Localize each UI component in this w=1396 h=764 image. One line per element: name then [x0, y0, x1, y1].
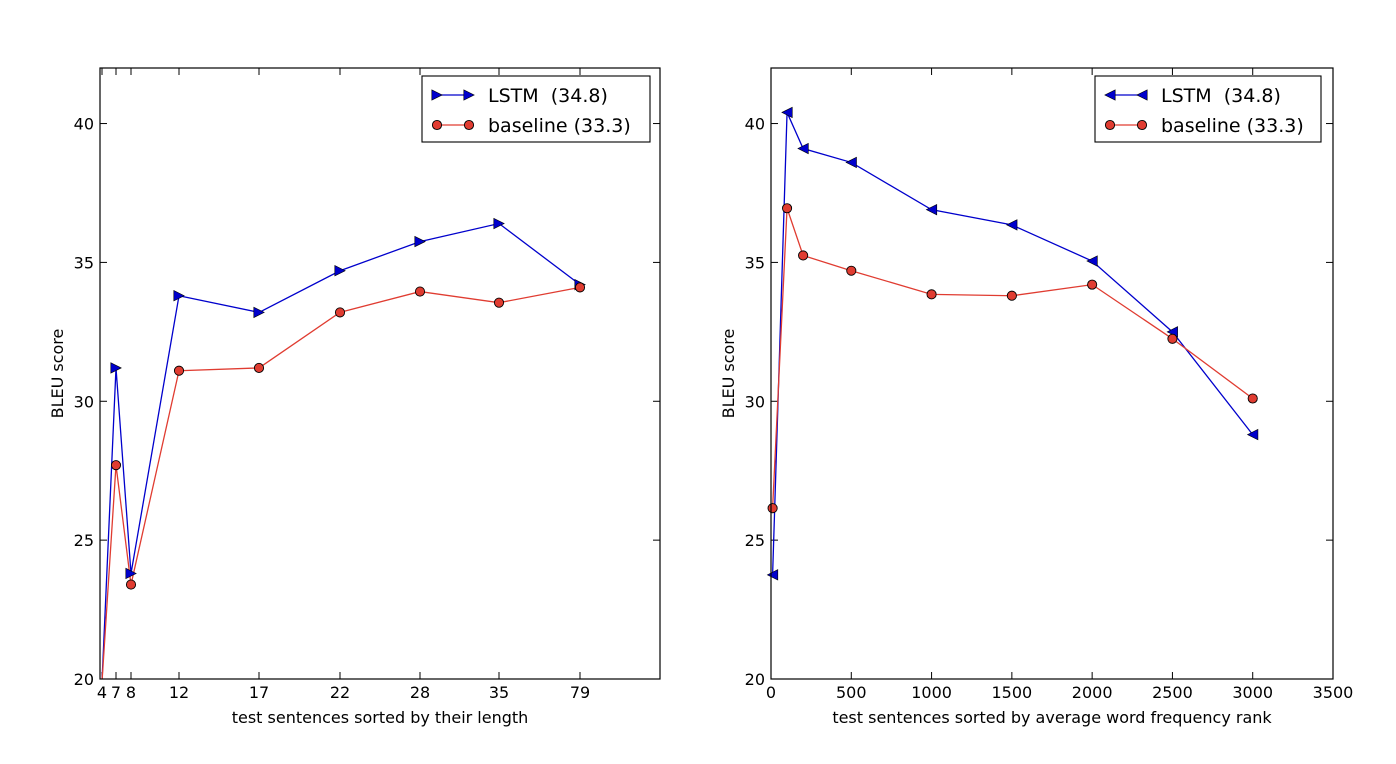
- legend-label: baseline (33.3): [488, 115, 631, 137]
- legend-label: LSTM (34.8): [488, 85, 608, 107]
- legend-marker: [1136, 119, 1148, 131]
- legend-marker: [431, 89, 443, 101]
- x-tick-label: 4: [97, 683, 107, 702]
- data-point-lstm: [414, 235, 426, 248]
- data-point-baseline: [414, 286, 426, 297]
- data-point-lstm: [253, 306, 265, 319]
- x-tick-label: 7: [111, 683, 121, 702]
- y-tick-label: 40: [745, 115, 765, 134]
- data-point-baseline: [334, 307, 346, 318]
- data-point-lstm: [766, 569, 779, 581]
- y-tick-label: 30: [74, 392, 94, 411]
- data-point-baseline: [926, 289, 937, 300]
- data-point-baseline: [173, 365, 185, 376]
- data-point-baseline: [125, 579, 137, 590]
- data-point-baseline: [574, 282, 586, 293]
- legend-label: LSTM (34.8): [1161, 85, 1281, 107]
- data-point-lstm: [1005, 219, 1018, 231]
- y-tick-label: 25: [74, 531, 94, 550]
- x-tick-label: 3000: [1232, 683, 1273, 702]
- y-tick-label: 35: [745, 253, 765, 272]
- data-point-lstm: [1086, 255, 1098, 267]
- legend-box: [1094, 75, 1322, 143]
- data-point-baseline: [798, 250, 809, 261]
- legend-marker: [1104, 119, 1116, 131]
- x-tick-label: 8: [126, 683, 136, 702]
- y-tick-label: 20: [745, 670, 765, 689]
- x-tick-label: 22: [330, 683, 350, 702]
- x-tick-label: 2000: [1072, 683, 1113, 702]
- y-tick-label: 30: [745, 392, 765, 411]
- data-point-baseline: [493, 297, 505, 308]
- legend-marker: [463, 89, 475, 101]
- chart-panel-1: 20 25 30 35 40 4 7 8 12 17 22 28 35 79 test sentences …: [48, 67, 661, 727]
- x-axis-label: test sentences sorted by average word fr…: [832, 708, 1272, 727]
- x-tick-label: 1500: [991, 683, 1032, 702]
- plot-frame: [99, 67, 661, 680]
- legend-marker: [431, 119, 443, 131]
- data-point-lstm: [173, 290, 185, 302]
- legend: LSTM (34.8) baseline (33.3): [421, 75, 651, 143]
- series-line-lstm: [771, 112, 1254, 575]
- legend-marker: [463, 119, 475, 131]
- x-tick-label: 3500: [1313, 683, 1354, 702]
- x-tick-label: 35: [489, 683, 509, 702]
- y-tick-label: 25: [745, 531, 765, 550]
- x-tick-label: 1000: [911, 683, 952, 702]
- legend: LSTM (34.8) baseline (33.3): [1094, 75, 1322, 143]
- y-tick-label: 40: [74, 115, 94, 134]
- data-point-baseline: [1247, 393, 1258, 404]
- series-line-baseline: [771, 208, 1254, 509]
- data-point-lstm: [125, 567, 137, 580]
- y-axis-label: BLEU score: [719, 329, 738, 419]
- data-point-baseline: [253, 362, 265, 373]
- legend-marker: [1104, 89, 1116, 101]
- y-axis-label: BLEU score: [48, 329, 67, 419]
- data-point-lstm: [845, 156, 857, 169]
- plot-area: [771, 112, 1254, 575]
- plot-frame: [770, 67, 1334, 680]
- y-tick-label: 20: [74, 670, 94, 689]
- legend-marker: [1136, 89, 1148, 101]
- data-point-lstm: [1246, 428, 1259, 441]
- data-point-baseline: [782, 203, 793, 214]
- x-tick-label: 0: [766, 683, 776, 702]
- data-point-lstm: [493, 217, 505, 230]
- data-point-lstm: [781, 106, 793, 119]
- x-tick-label: 2500: [1152, 683, 1193, 702]
- x-tick-label: 500: [836, 683, 867, 702]
- data-point-baseline: [110, 460, 122, 471]
- legend-box: [421, 75, 651, 143]
- data-point-baseline: [1167, 333, 1178, 344]
- x-tick-label: 28: [410, 683, 430, 702]
- data-point-baseline: [1087, 279, 1098, 290]
- y-tick-label: 35: [74, 253, 94, 272]
- data-point-baseline: [846, 265, 857, 276]
- data-point-lstm: [925, 203, 938, 216]
- legend-label: baseline (33.3): [1161, 115, 1304, 137]
- data-point-baseline: [1006, 290, 1017, 301]
- x-tick-label: 79: [570, 683, 590, 702]
- data-point-lstm: [110, 362, 122, 374]
- data-point-baseline: [767, 503, 778, 514]
- series-line-baseline: [101, 286, 581, 679]
- x-axis-label: test sentences sorted by their length: [232, 708, 529, 727]
- data-point-lstm: [797, 142, 809, 155]
- x-tick-label: 17: [249, 683, 269, 702]
- data-point-lstm: [334, 265, 346, 277]
- chart-panel-2: 20 25 30 35 40 0 500 1000 1500 2000 2500 3000 3500 te…: [719, 67, 1354, 727]
- x-tick-label: 12: [169, 683, 189, 702]
